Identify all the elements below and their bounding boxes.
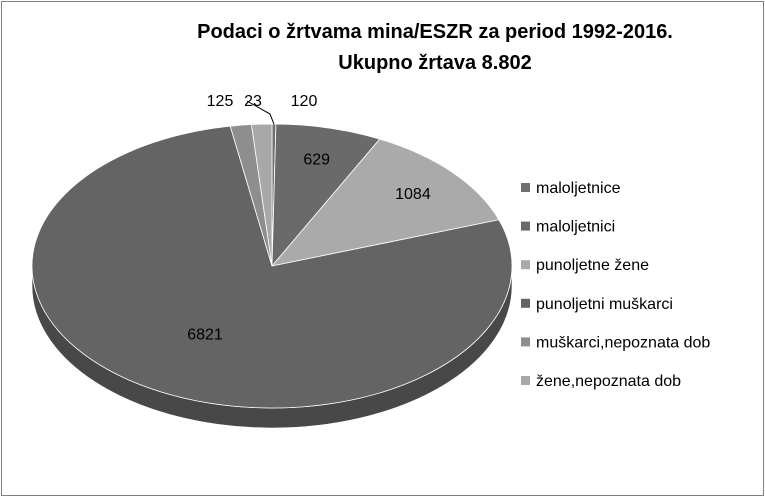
legend-swatch bbox=[521, 298, 530, 308]
pie-leader-line bbox=[246, 100, 275, 125]
legend-swatch bbox=[521, 337, 530, 347]
chart-title-line-1: Podaci o žrtvama mina/ESZR za period 199… bbox=[197, 21, 673, 43]
data-label: 1084 bbox=[395, 186, 431, 203]
legend-swatch bbox=[521, 260, 530, 270]
data-label: 6821 bbox=[187, 326, 223, 343]
legend-swatch bbox=[521, 183, 530, 192]
legend-label: maloljetnici bbox=[536, 219, 615, 236]
data-label: 23 bbox=[244, 93, 262, 110]
data-label: 629 bbox=[303, 151, 330, 168]
legend-label: muškarci,nepoznata dob bbox=[536, 334, 710, 351]
legend-swatch bbox=[521, 221, 530, 231]
chart-title-line-2: Ukupno žrtava 8.802 bbox=[338, 52, 531, 74]
legend-label: punoljetni muškarci bbox=[536, 296, 673, 313]
legend-label: maloljetnice bbox=[536, 180, 621, 197]
pie-slice-punoljetni-mu-karci bbox=[31, 125, 513, 409]
data-label: 120 bbox=[291, 93, 318, 110]
legend: maloljetnice maloljetnici punoljetne žene p… bbox=[521, 180, 710, 390]
pie-slice-punoljetne-ene bbox=[270, 138, 500, 267]
pie-slice--ene-nepoznata-dob bbox=[251, 123, 273, 267]
pie-data-labels: 23 629 1084 6821 125 120 bbox=[187, 93, 431, 343]
legend-label: punoljetne žene bbox=[536, 257, 649, 274]
data-label: 125 bbox=[207, 93, 234, 110]
legend-swatch bbox=[521, 376, 530, 385]
pie-tops bbox=[31, 123, 513, 409]
pie-slice-maloljetnici bbox=[271, 123, 381, 268]
legend-label: žene,nepoznata dob bbox=[536, 373, 681, 390]
